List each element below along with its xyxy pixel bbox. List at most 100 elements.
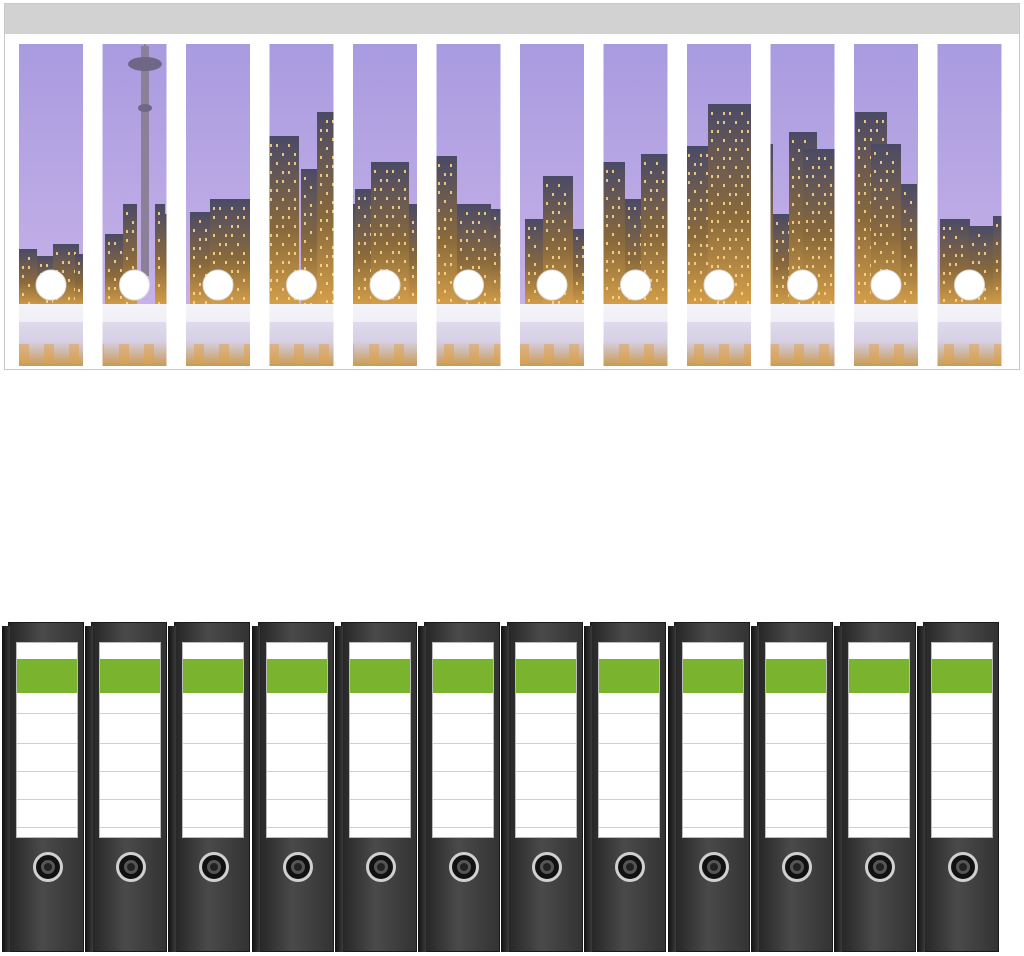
- spine-label-line: [932, 827, 993, 828]
- spine-label-color-band: [433, 659, 493, 693]
- spine-label-line: [516, 743, 577, 744]
- spine-label-line: [765, 771, 826, 772]
- spine-label-line: [266, 771, 327, 772]
- spine-label-color-band: [17, 659, 77, 693]
- spine-label-sheet: [4, 3, 1020, 370]
- finger-hole-icon: [33, 852, 63, 882]
- spine-label-color-band: [932, 659, 993, 693]
- binder: [584, 622, 667, 952]
- spine-label-line: [17, 743, 77, 744]
- spine-label-line: [433, 827, 493, 828]
- spine-label-line: [17, 713, 77, 714]
- binder: [85, 622, 168, 952]
- spine-label-color-band: [765, 659, 826, 693]
- finger-hole-icon: [698, 852, 729, 882]
- spine-label-line: [849, 799, 909, 800]
- spine-label-line: [682, 771, 743, 772]
- spine-label-line: [682, 799, 743, 800]
- spine-label-line: [932, 799, 993, 800]
- spine-label-line: [932, 771, 993, 772]
- spine-label: [764, 642, 827, 838]
- spine-label-color-band: [349, 659, 410, 693]
- spine-label: [265, 642, 328, 838]
- skyline-strips: [19, 44, 1002, 366]
- spine-label-line: [932, 713, 993, 714]
- spine-label-line: [17, 827, 77, 828]
- binder: [501, 622, 584, 952]
- spine-label-line: [849, 827, 909, 828]
- spine-label: [848, 642, 910, 838]
- spine-label-line: [599, 827, 660, 828]
- spine-label-line: [599, 743, 660, 744]
- spine-label-line: [765, 713, 826, 714]
- binder: [834, 622, 916, 952]
- spine-label-line: [266, 799, 327, 800]
- binder-row: [0, 622, 1024, 952]
- finger-hole-icon: [449, 852, 479, 882]
- spine-label-color-band: [682, 659, 743, 693]
- binder: [667, 622, 750, 952]
- finger-hole-icon: [365, 852, 396, 882]
- finger-hole-icon: [615, 852, 646, 882]
- binder-edge: [85, 626, 94, 952]
- spine-label-line: [599, 799, 660, 800]
- spine-label-line: [599, 771, 660, 772]
- spine-label-line: [349, 799, 410, 800]
- spine-label-line: [433, 713, 493, 714]
- spine-label-line: [516, 799, 577, 800]
- binder-edge: [917, 626, 926, 952]
- spine-label: [182, 642, 245, 838]
- spine-label-line: [183, 771, 244, 772]
- binder: [334, 622, 417, 952]
- spine-label-line: [100, 743, 161, 744]
- finger-hole-icon: [199, 852, 230, 882]
- finger-hole-icon: [532, 852, 563, 882]
- spine-label: [16, 642, 78, 838]
- binder-edge: [251, 626, 260, 952]
- spine-label-line: [266, 743, 327, 744]
- finger-hole-icon: [948, 852, 979, 882]
- spine-label-line: [183, 799, 244, 800]
- binder-edge: [501, 626, 510, 952]
- binder: [917, 622, 1000, 952]
- spine-label-line: [100, 799, 161, 800]
- finger-hole-icon: [865, 852, 895, 882]
- binder-edge: [750, 626, 759, 952]
- spine-label-line: [100, 713, 161, 714]
- spine-label: [432, 642, 494, 838]
- spine-label-line: [349, 713, 410, 714]
- spine-label-line: [682, 743, 743, 744]
- spine-label-line: [682, 827, 743, 828]
- spine-label-line: [765, 799, 826, 800]
- binder-edge: [334, 626, 343, 952]
- finger-hole-icon: [781, 852, 812, 882]
- spine-label-line: [433, 743, 493, 744]
- binder: [251, 622, 334, 952]
- spine-label: [99, 642, 162, 838]
- spine-label-line: [17, 771, 77, 772]
- finger-hole-icon: [282, 852, 313, 882]
- spine-label: [681, 642, 744, 838]
- binder-edge: [168, 626, 177, 952]
- spine-label-color-band: [516, 659, 577, 693]
- spine-label: [931, 642, 994, 838]
- binder: [168, 622, 251, 952]
- spine-label-color-band: [100, 659, 161, 693]
- spine-label-line: [349, 827, 410, 828]
- spine-label-line: [266, 713, 327, 714]
- spine-label-line: [516, 827, 577, 828]
- spine-label: [515, 642, 578, 838]
- binder-edge: [834, 626, 842, 952]
- binder-edge: [2, 626, 10, 952]
- spine-label-line: [682, 713, 743, 714]
- spine-label-line: [100, 827, 161, 828]
- spine-label-line: [932, 743, 993, 744]
- spine-label-line: [266, 827, 327, 828]
- spine-label-line: [349, 743, 410, 744]
- binder-edge: [667, 626, 676, 952]
- spine-label-line: [849, 713, 909, 714]
- spine-label-line: [183, 743, 244, 744]
- spine-label-color-band: [183, 659, 244, 693]
- spine-label-line: [100, 771, 161, 772]
- spine-label-line: [349, 771, 410, 772]
